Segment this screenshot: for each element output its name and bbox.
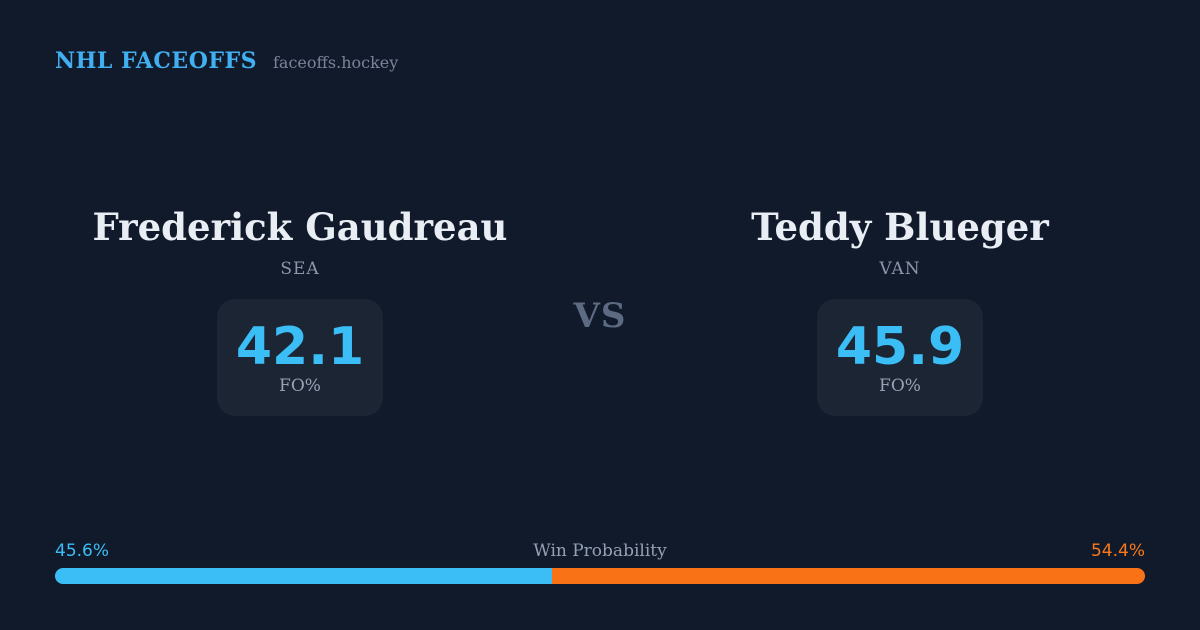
left-stat-label: FO% — [279, 376, 321, 397]
win-probability-labels: 45.6% Win Probability 54.4% — [55, 541, 1145, 561]
left-stat-card: 42.1 FO% — [217, 299, 383, 417]
header: NHL FACEOFFS faceoffs.hockey — [55, 48, 398, 74]
vs-label: VS — [573, 296, 627, 336]
left-player-team: SEA — [280, 259, 320, 280]
left-win-percentage: 45.6% — [55, 541, 110, 561]
win-bar-right-segment — [552, 568, 1145, 584]
left-player-name: Frederick Gaudreau — [92, 205, 508, 249]
right-stat-label: FO% — [879, 376, 921, 397]
right-stat-value: 45.9 — [835, 316, 965, 377]
right-player-panel: Teddy Blueger VAN 45.9 FO% — [650, 205, 1150, 417]
brand-title: NHL FACEOFFS — [55, 48, 257, 74]
right-stat-card: 45.9 FO% — [817, 299, 983, 417]
win-probability-title: Win Probability — [533, 541, 667, 561]
win-bar-left-segment — [55, 568, 553, 584]
right-player-team: VAN — [879, 259, 921, 280]
win-probability-bar — [55, 568, 1145, 584]
right-win-percentage: 54.4% — [1090, 541, 1145, 561]
right-player-name: Teddy Blueger — [751, 205, 1049, 249]
left-player-panel: Frederick Gaudreau SEA 42.1 FO% — [50, 205, 550, 417]
left-stat-value: 42.1 — [235, 316, 365, 377]
site-url: faceoffs.hockey — [273, 53, 399, 72]
